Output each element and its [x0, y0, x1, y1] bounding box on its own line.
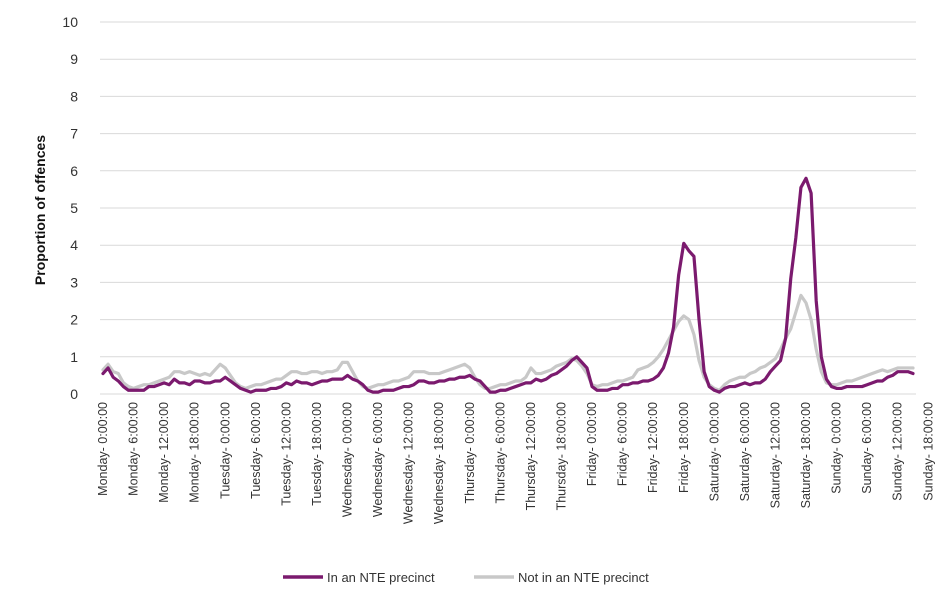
y-tick-label: 7 — [70, 126, 78, 142]
legend-label-1: In an NTE precinct — [327, 570, 435, 585]
legend-label-2: Not in an NTE precinct — [518, 570, 649, 585]
y-axis-label: Proportion of offences — [32, 135, 48, 285]
y-tick-label: 8 — [70, 88, 78, 104]
x-tick-label: Wednesday- 6:00:00 — [371, 402, 385, 517]
y-axis-ticks: 0 1 2 3 4 5 6 7 8 9 10 — [62, 14, 78, 402]
x-tick-label: Saturday- 6:00:00 — [738, 402, 752, 501]
x-tick-label: Friday- 0:00:00 — [585, 402, 599, 486]
y-tick-label: 10 — [62, 14, 78, 30]
y-tick-label: 1 — [70, 349, 78, 365]
x-tick-label: Monday- 18:00:00 — [188, 402, 202, 503]
y-tick-label: 4 — [70, 237, 78, 253]
y-tick-label: 9 — [70, 51, 78, 67]
x-tick-label: Tuesday- 6:00:00 — [249, 402, 263, 499]
x-tick-label: Monday- 0:00:00 — [96, 402, 110, 496]
x-tick-label: Wednesday- 12:00:00 — [402, 402, 416, 524]
x-tick-label: Thursday- 0:00:00 — [463, 402, 477, 503]
y-tick-label: 6 — [70, 163, 78, 179]
x-tick-label: Wednesday- 18:00:00 — [432, 402, 446, 524]
x-tick-label: Friday- 6:00:00 — [616, 402, 630, 486]
x-tick-label: Sunday- 12:00:00 — [891, 402, 905, 501]
y-tick-label: 2 — [70, 312, 78, 328]
y-tick-label: 5 — [70, 200, 78, 216]
x-tick-label: Saturday- 18:00:00 — [799, 402, 813, 508]
x-tick-label: Tuesday- 18:00:00 — [310, 402, 324, 506]
x-tick-label: Thursday- 6:00:00 — [493, 402, 507, 503]
x-tick-label: Saturday- 0:00:00 — [707, 402, 721, 501]
x-axis-ticks: Monday- 0:00:00 Monday- 6:00:00 Monday- 12… — [96, 402, 935, 524]
x-tick-label: Sunday- 0:00:00 — [830, 402, 844, 494]
x-tick-label: Friday- 12:00:00 — [646, 402, 660, 493]
x-tick-label: Saturday- 12:00:00 — [768, 402, 782, 508]
x-tick-label: Monday- 12:00:00 — [157, 402, 171, 503]
x-tick-label: Friday- 18:00:00 — [677, 402, 691, 493]
legend: In an NTE precinct Not in an NTE precinct — [283, 570, 649, 585]
y-tick-label: 3 — [70, 274, 78, 290]
x-tick-label: Sunday- 18:00:00 — [921, 402, 935, 501]
x-tick-label: Wednesday- 0:00:00 — [341, 402, 355, 517]
series-lines — [101, 176, 915, 394]
x-tick-label: Tuesday- 0:00:00 — [218, 402, 232, 499]
series-line-1 — [101, 176, 915, 394]
y-tick-label: 0 — [70, 386, 78, 402]
x-tick-label: Monday- 6:00:00 — [127, 402, 141, 496]
x-tick-label: Thursday- 18:00:00 — [554, 402, 568, 510]
gridlines — [100, 21, 916, 395]
x-tick-label: Thursday- 12:00:00 — [524, 402, 538, 510]
x-tick-label: Tuesday- 12:00:00 — [279, 402, 293, 506]
x-tick-label: Sunday- 6:00:00 — [860, 402, 874, 494]
